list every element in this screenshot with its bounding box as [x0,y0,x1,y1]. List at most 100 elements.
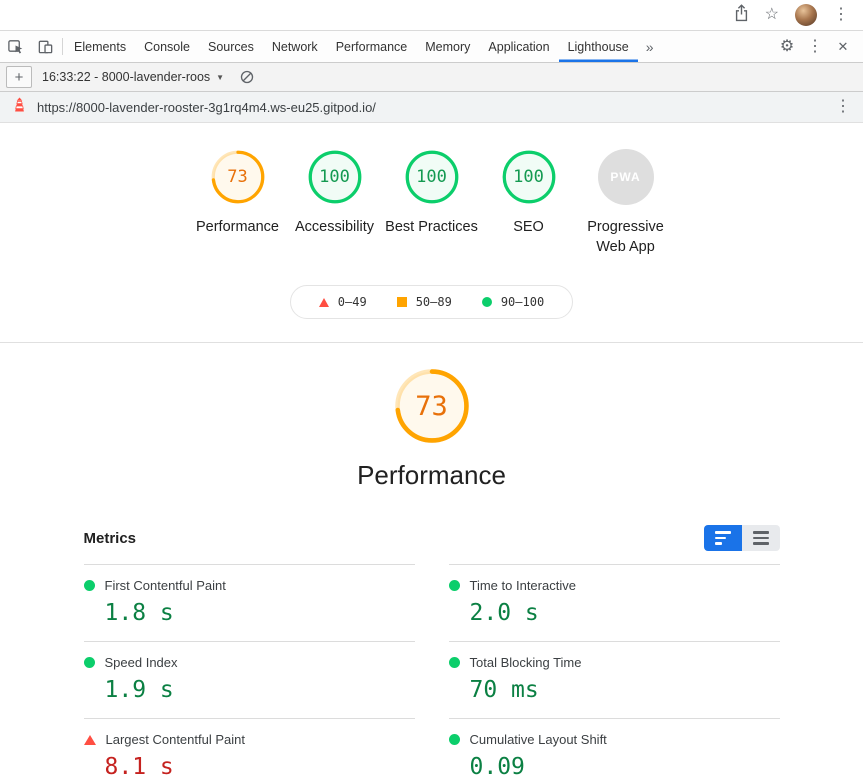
metric-time-to-interactive[interactable]: Time to Interactive 2.0 s [448,564,780,641]
pass-circle-icon [83,657,95,669]
metric-cumulative-layout-shift[interactable]: Cumulative Layout Shift 0.09 [448,718,780,784]
legend-range: 0–49 [337,295,367,310]
pass-circle-icon [481,297,492,308]
filter-lines-icon [714,531,731,545]
device-toolbar-icon[interactable] [30,31,60,62]
score-legend: 0–49 50–89 90–100 [289,285,574,320]
pass-circle-icon [448,734,460,746]
browser-menu-icon[interactable]: ⋮ [833,6,849,23]
tab-lighthouse[interactable]: Lighthouse [559,31,638,62]
metrics-view-toggle [703,525,780,552]
best-practices-gauge: 100 [404,149,460,205]
devtools-tabbar: Elements Console Sources Network Perform… [0,30,863,63]
divider [0,342,863,344]
star-icon[interactable]: ☆ [764,6,779,23]
metric-name: Largest Contentful Paint [105,732,245,748]
report-selector-label: 16:33:22 - 8000-lavender-roos [42,70,211,84]
metric-name: First Contentful Paint [104,578,226,594]
best-practices-score: 100 [416,167,447,187]
tab-performance[interactable]: Performance [335,39,408,54]
metric-name: Speed Index [104,655,178,671]
metrics-grid: First Contentful Paint 1.8 s Time to Int… [83,564,780,784]
performance-gauge: 73 [210,149,266,205]
accessibility-score: 100 [319,167,350,187]
list-lines-icon [752,531,769,545]
tab-elements[interactable]: Elements [74,39,127,54]
metric-name: Total Blocking Time [469,655,582,671]
score-performance[interactable]: 73 Performance [189,149,286,257]
category-gauge: 73 [393,367,471,445]
lighthouse-report: 73 Performance 100 Accessibility 100 [0,123,863,784]
metric-largest-contentful-paint[interactable]: Largest Contentful Paint 8.1 s [83,718,415,784]
lighthouse-toolbar: + 16:33:22 - 8000-lavender-roos ▼ [0,63,863,92]
chevron-down-icon: ▼ [216,72,225,82]
fail-triangle-icon [318,297,329,307]
score-seo[interactable]: 100 SEO [480,149,577,257]
lighthouse-logo-icon [12,97,27,118]
pass-circle-icon [448,657,460,669]
metric-value: 2.0 s [469,600,539,627]
score-accessibility[interactable]: 100 Accessibility [286,149,383,257]
pwa-gauge: PWA [597,149,654,205]
tab-memory[interactable]: Memory [425,39,471,54]
score-label: Accessibility [295,219,374,235]
metric-value: 1.8 s [104,600,174,627]
metric-name: Cumulative Layout Shift [469,732,607,748]
seo-score: 100 [513,167,544,187]
report-selector-dropdown[interactable]: 16:33:22 - 8000-lavender-roos ▼ [42,70,224,84]
inspect-icon[interactable] [0,31,30,62]
pwa-badge-icon: PWA [597,149,654,205]
score-label: Performance [195,219,279,235]
metric-value: 70 ms [469,677,539,704]
metric-value: 8.1 s [104,754,174,781]
pass-circle-icon [448,580,460,592]
fail-triangle-icon [83,734,96,745]
score-best-practices[interactable]: 100 Best Practices [383,149,480,257]
metric-value: 1.9 s [104,677,174,704]
gear-icon[interactable]: ⚙ [779,37,795,55]
share-icon[interactable] [734,4,749,26]
new-report-button[interactable]: + [6,66,32,88]
browser-toolbar: ☆ ⋮ [0,0,863,30]
seo-gauge: 100 [501,149,557,205]
metric-first-contentful-paint[interactable]: First Contentful Paint 1.8 s [83,564,415,641]
tab-sources[interactable]: Sources [207,39,254,54]
tab-console[interactable]: Console [144,39,190,54]
metric-speed-index[interactable]: Speed Index 1.9 s [83,641,415,718]
tested-url-bar: https://8000-lavender-rooster-3g1rq4m4.w… [0,92,863,123]
avatar[interactable] [795,4,817,26]
metrics-section: Metrics First Contentful Paint [83,525,780,784]
divider [62,38,63,55]
category-title: Performance [357,460,506,491]
pass-circle-icon [83,580,95,592]
tab-application[interactable]: Application [488,39,550,54]
metric-value: 0.09 [469,754,525,781]
metric-name: Time to Interactive [469,578,576,594]
metrics-toggle-expanded-button[interactable] [741,525,780,552]
metrics-toggle-condensed-button[interactable] [703,525,742,552]
score-pwa[interactable]: PWA Progressive Web App [577,149,674,257]
average-square-icon [396,297,407,308]
score-label: Best Practices [385,219,478,235]
metric-total-blocking-time[interactable]: Total Blocking Time 70 ms [448,641,780,718]
legend-pass: 90–100 [481,295,545,310]
devtools-menu-icon[interactable]: ⋮ [807,37,823,55]
close-icon[interactable]: ✕ [837,39,849,54]
legend-average: 50–89 [396,295,452,310]
score-label: SEO [513,219,544,235]
more-tabs-icon[interactable]: » [645,38,654,55]
score-label: Progressive Web App [587,219,664,255]
performance-category-header: 73 Performance [0,367,863,491]
tested-url: https://8000-lavender-rooster-3g1rq4m4.w… [37,99,376,115]
legend-range: 90–100 [500,295,545,310]
performance-score: 73 [227,167,248,187]
scores-summary: 73 Performance 100 Accessibility 100 [0,149,863,257]
legend-fail: 0–49 [318,295,367,310]
category-score: 73 [415,390,448,422]
accessibility-gauge: 100 [307,149,363,205]
clear-reports-icon[interactable] [240,70,254,84]
metrics-title: Metrics [83,529,137,547]
report-menu-icon[interactable]: ⋮ [835,98,851,115]
legend-range: 50–89 [415,295,452,310]
tab-network[interactable]: Network [271,39,318,54]
